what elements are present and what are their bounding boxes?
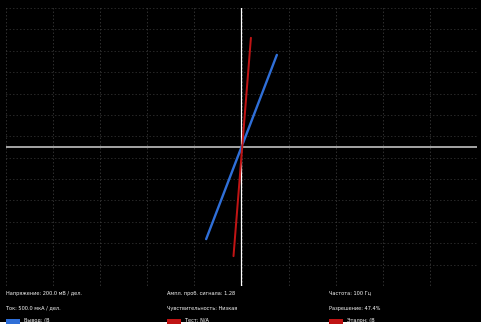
probe-amplitude-label: Ампл. проб. сигнала: 1.28 bbox=[167, 291, 236, 297]
sensitivity-label: Чувствительность: Низкая bbox=[167, 306, 238, 312]
third-swatch-icon bbox=[329, 318, 343, 324]
current-scale-label: Ток: 500.0 мкА / дел. bbox=[6, 306, 61, 312]
measurement-info-panel: Напряжение: 200.0 мВ / дел. Ампл. проб. … bbox=[0, 287, 481, 324]
frequency-label: Частота: 100 Гц bbox=[329, 291, 372, 297]
trace-line-2 bbox=[232, 36, 252, 258]
legend-item-third[interactable]: Эталон: (B bbox=[329, 318, 375, 324]
blue-swatch-icon bbox=[6, 318, 20, 324]
legend-item-blue[interactable]: Вывод: (B bbox=[6, 318, 50, 324]
resolution-label: Разрешение: 47.4% bbox=[329, 306, 381, 312]
red-swatch-icon bbox=[167, 318, 181, 324]
legend-label-red: Тест: N/A bbox=[185, 318, 209, 324]
legend-label-third: Эталон: (B bbox=[347, 318, 375, 324]
legend-label-blue: Вывод: (B bbox=[24, 318, 50, 324]
voltage-scale-label: Напряжение: 200.0 мВ / дел. bbox=[6, 291, 83, 297]
legend-item-red[interactable]: Тест: N/A bbox=[167, 318, 209, 324]
trace-series bbox=[204, 36, 278, 258]
iv-curve-plot bbox=[6, 8, 477, 286]
